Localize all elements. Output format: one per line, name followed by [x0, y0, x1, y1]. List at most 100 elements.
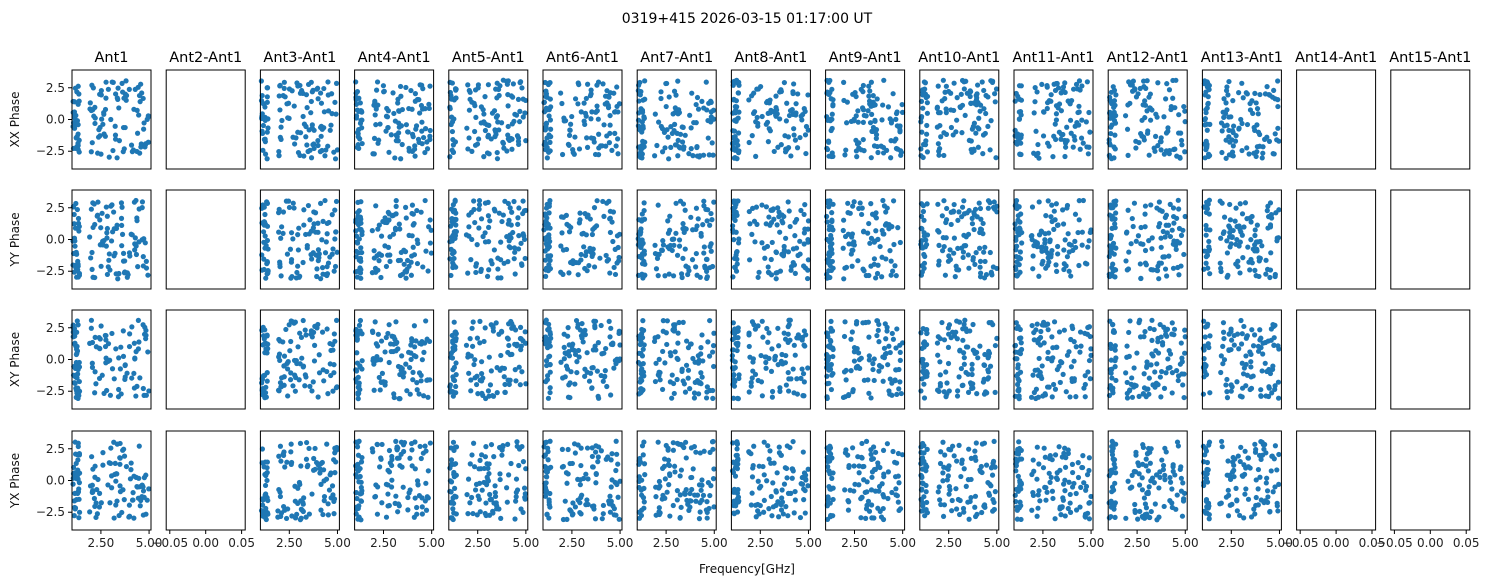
- data-point: [842, 450, 849, 456]
- data-point: [988, 118, 994, 124]
- data-point: [733, 252, 739, 258]
- data-point: [870, 456, 877, 462]
- data-point: [280, 230, 286, 237]
- data-point: [408, 87, 414, 94]
- data-point: [1066, 268, 1072, 274]
- data-point: [416, 493, 423, 499]
- data-point: [260, 147, 266, 153]
- data-point: [856, 357, 863, 363]
- data-point: [357, 364, 363, 370]
- data-point: [505, 132, 511, 138]
- data-point: [356, 380, 362, 386]
- panel: [353, 189, 435, 290]
- data-point: [378, 379, 384, 385]
- data-point: [985, 354, 992, 360]
- data-point: [977, 264, 983, 270]
- data-point: [300, 363, 307, 369]
- data-point: [140, 263, 146, 269]
- data-point: [863, 515, 869, 521]
- data-point: [992, 489, 998, 495]
- data-point: [516, 462, 522, 469]
- data-point: [300, 317, 306, 324]
- data-point: [675, 78, 681, 84]
- data-point: [465, 476, 472, 482]
- data-point: [762, 354, 768, 360]
- data-point: [451, 510, 457, 516]
- data-point: [355, 396, 361, 402]
- data-point: [854, 154, 860, 160]
- data-point: [140, 254, 146, 260]
- data-point: [75, 121, 81, 127]
- data-point: [501, 374, 507, 380]
- data-point: [450, 142, 456, 148]
- data-point: [783, 382, 789, 388]
- data-point: [968, 100, 974, 107]
- data-point: [488, 441, 495, 448]
- data-point: [667, 471, 673, 477]
- data-point: [414, 260, 421, 267]
- data-point: [1071, 376, 1077, 382]
- data-point: [985, 375, 992, 381]
- data-point: [118, 344, 124, 350]
- data-point: [921, 233, 927, 239]
- data-point: [773, 488, 779, 494]
- data-point: [614, 84, 620, 90]
- data-point: [1068, 364, 1075, 370]
- data-point: [1043, 213, 1049, 219]
- data-point: [678, 504, 684, 510]
- data-point: [357, 317, 364, 324]
- data-point: [1061, 266, 1067, 273]
- data-point: [849, 263, 855, 269]
- data-point: [969, 221, 976, 227]
- data-point: [1036, 461, 1042, 467]
- data-point: [850, 203, 856, 209]
- data-point: [598, 448, 604, 454]
- data-point: [869, 474, 875, 480]
- data-point: [640, 138, 646, 144]
- data-point: [657, 377, 663, 383]
- data-point: [879, 254, 885, 260]
- data-point: [126, 86, 132, 92]
- data-point: [775, 144, 781, 150]
- data-point: [517, 324, 524, 330]
- data-point: [424, 146, 431, 152]
- data-point: [670, 447, 677, 453]
- data-point: [893, 145, 900, 152]
- data-point: [103, 204, 109, 210]
- data-point: [453, 360, 459, 366]
- data-point: [776, 209, 782, 215]
- data-point: [804, 275, 811, 282]
- data-point: [75, 267, 81, 273]
- data-point: [582, 110, 589, 116]
- data-point: [543, 358, 550, 364]
- data-point: [775, 325, 781, 331]
- data-point: [892, 263, 898, 269]
- data-point: [397, 371, 403, 378]
- data-point: [295, 129, 301, 135]
- data-point: [114, 155, 120, 161]
- data-point: [801, 497, 807, 503]
- data-point: [601, 213, 607, 219]
- data-point: [660, 318, 666, 324]
- data-point: [116, 386, 122, 393]
- data-point: [98, 263, 104, 269]
- data-point: [870, 366, 876, 373]
- data-point: [782, 149, 789, 155]
- data-point: [895, 450, 902, 457]
- data-point: [842, 233, 849, 240]
- data-point: [127, 476, 134, 482]
- data-point: [779, 487, 785, 493]
- data-point: [691, 119, 697, 126]
- data-point: [132, 247, 138, 253]
- data-point: [121, 270, 128, 276]
- data-point: [259, 446, 265, 452]
- data-point: [782, 336, 789, 342]
- data-point: [965, 231, 972, 237]
- data-point: [951, 453, 957, 459]
- data-point: [315, 462, 321, 468]
- data-point: [309, 491, 315, 497]
- data-point: [589, 365, 595, 371]
- data-point: [397, 462, 403, 469]
- data-point: [796, 335, 802, 341]
- data-point: [603, 143, 609, 149]
